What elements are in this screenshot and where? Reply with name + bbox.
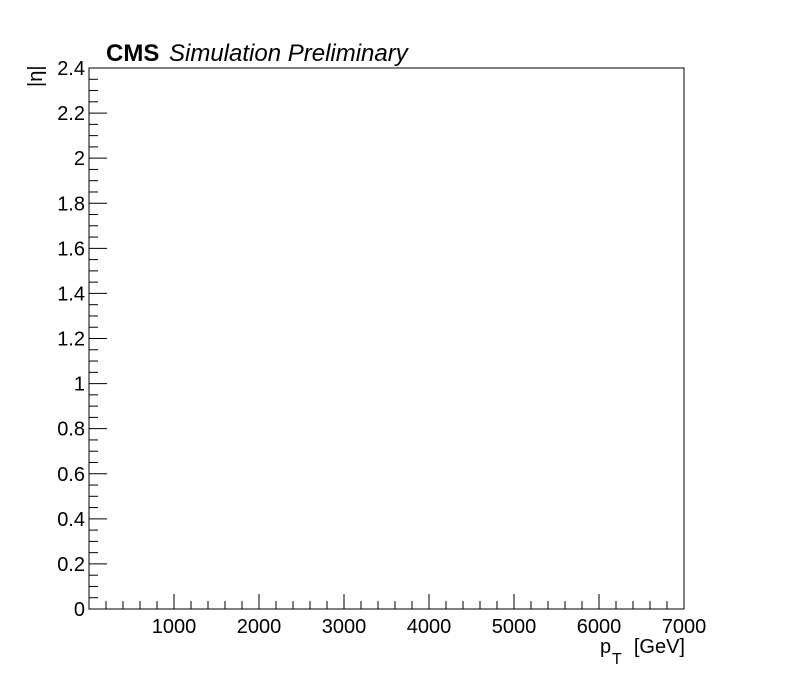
x-axis-title-p: p [600,636,611,658]
simulation-preliminary-label: Simulation Preliminary [169,40,410,67]
x-tick-label: 7000 [662,616,707,638]
cms-label: CMS [106,40,159,67]
y-tick-label: 1 [74,374,85,396]
tick-labels-group: 1000 2000 3000 4000 5000 6000 7000 0 0.2 0.4 0.6 0.… [57,58,706,638]
y-tick-label: 0 [74,599,85,621]
x-tick-label: 5000 [492,616,537,638]
y-tick-label: 0.4 [57,509,85,531]
y-tick-label: 2.4 [57,58,85,80]
axis-ticks-group [89,67,685,610]
x-tick-label: 6000 [577,616,622,638]
x-axis-title: p T [GeV] [600,636,685,668]
y-tick-label: 0.6 [57,464,85,486]
y-tick-label: 1.4 [57,283,85,305]
x-axis-title-unit: [GeV] [634,636,685,658]
y-tick-label: 1.2 [57,329,85,351]
y-tick-label: 1.6 [57,238,85,260]
x-tick-label: 1000 [152,616,197,638]
plot-frame [88,67,685,610]
x-tick-label: 3000 [322,616,367,638]
y-tick-label: 2 [74,148,85,170]
y-tick-label: 2.2 [57,103,85,125]
x-axis-title-subscript: T [612,651,622,668]
y-tick-label: 0.2 [57,554,85,576]
y-axis-title: |η| [25,65,47,87]
y-tick-label: 0.8 [57,419,85,441]
plot-frame-group [88,67,685,610]
x-tick-label: 2000 [237,616,282,638]
y-tick-label: 1.8 [57,193,85,215]
x-tick-label: 4000 [407,616,452,638]
